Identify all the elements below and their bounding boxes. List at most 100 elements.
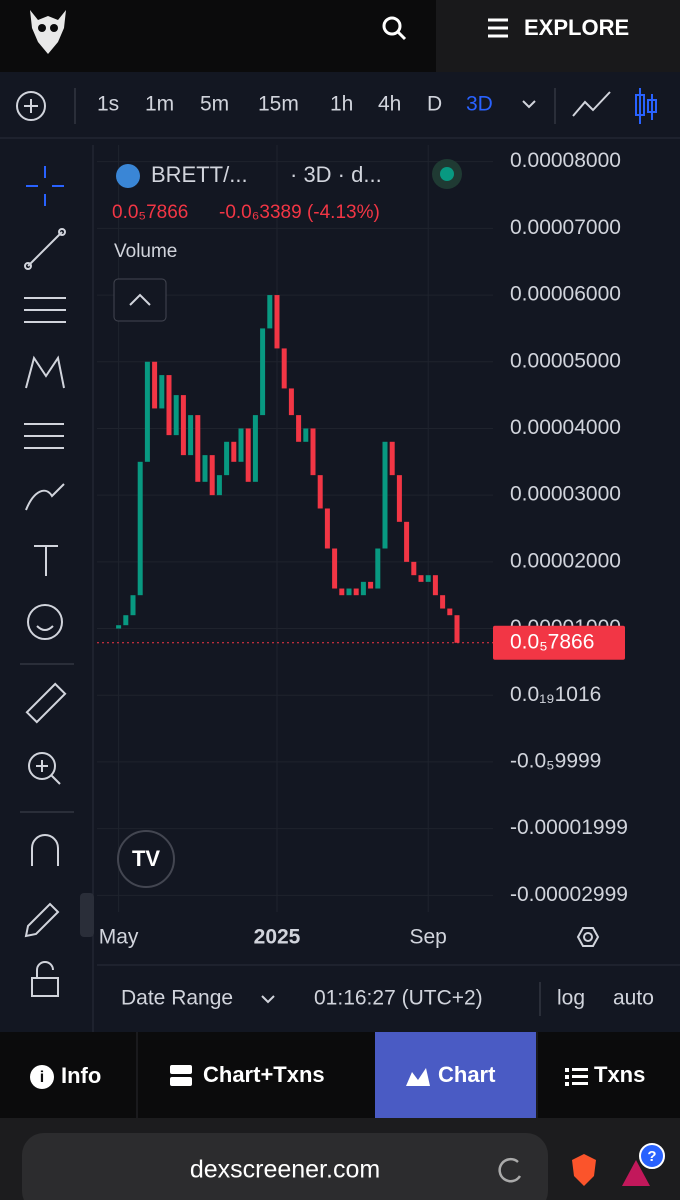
candle-body	[332, 548, 338, 589]
candle-body	[425, 575, 431, 582]
timeframe[interactable]: D	[427, 93, 442, 116]
candle-body	[368, 581, 374, 589]
bat-icon[interactable]	[622, 1160, 650, 1186]
candle-body	[418, 575, 424, 582]
timeframe[interactable]: 1s	[97, 93, 119, 116]
timeframe[interactable]: 5m	[200, 93, 229, 116]
candle-body	[144, 361, 150, 462]
tab[interactable]: Chart+Txns	[203, 1062, 325, 1087]
candle-body	[238, 428, 244, 462]
y-tick-label: -0.00002999	[510, 883, 628, 906]
candle-body	[317, 475, 323, 509]
candle-body	[123, 615, 129, 626]
candle-icon[interactable]	[635, 88, 657, 124]
logo-eye	[38, 24, 46, 32]
candle-body	[202, 455, 208, 482]
timeframe[interactable]: 15m	[258, 93, 299, 116]
candle-body	[260, 328, 266, 416]
candle-body	[360, 581, 366, 596]
tab[interactable]: Chart	[438, 1062, 496, 1087]
collapse-legend[interactable]	[113, 278, 167, 322]
timeframe[interactable]: 4h	[378, 93, 401, 116]
txns-icon	[565, 1068, 588, 1086]
url-field[interactable]	[22, 1133, 548, 1200]
brave-icon[interactable]	[572, 1154, 596, 1186]
candle-body	[324, 508, 330, 549]
tab-active-bg	[375, 1032, 536, 1118]
tradingview-logo[interactable]	[117, 830, 175, 888]
collapse-toolbar[interactable]	[80, 893, 94, 937]
add-icon[interactable]	[16, 91, 46, 121]
pair-name: BRETT/...	[151, 162, 248, 187]
candle-body	[130, 595, 136, 616]
auto-toggle[interactable]: auto	[613, 987, 654, 1010]
x-tick-label: May	[99, 926, 139, 949]
dropdown-icon	[261, 995, 275, 1004]
candle-body	[224, 441, 230, 476]
y-tick-label: -0.0₅9999	[510, 749, 601, 772]
drawing-toolbar	[20, 166, 74, 997]
candle-body	[166, 375, 172, 436]
timeframe[interactable]: 3D	[466, 93, 493, 116]
candle-body	[404, 521, 410, 562]
candle-body	[231, 441, 237, 462]
logo[interactable]	[30, 10, 66, 54]
menu-icon	[488, 18, 508, 38]
chart-txns-icon	[170, 1065, 192, 1086]
candle-body	[188, 415, 194, 456]
candle-body	[281, 348, 287, 389]
candle-body	[180, 395, 186, 456]
x-tick-label: Sep	[410, 926, 447, 949]
candle-body	[375, 548, 381, 589]
log-toggle[interactable]: log	[557, 987, 585, 1010]
dropdown-icon[interactable]	[522, 100, 536, 109]
search-icon[interactable]	[382, 16, 407, 41]
token-icon	[116, 164, 140, 188]
chevron-up	[129, 293, 151, 306]
y-tick-label: 0.00008000	[510, 149, 621, 172]
candle-body	[447, 608, 453, 616]
last-price-badge	[493, 625, 625, 660]
candle-body	[353, 588, 359, 596]
candle-body	[173, 395, 179, 436]
x-tick-label: 2025	[254, 926, 301, 949]
info-glyph: i	[40, 1069, 44, 1086]
price-change: -0.0₆3389 (-4.13%)	[219, 202, 380, 223]
candle-body	[116, 625, 122, 629]
tab[interactable]: Info	[61, 1063, 101, 1088]
y-tick-label: 0.00002000	[510, 549, 621, 572]
help-icon[interactable]	[639, 1143, 665, 1169]
candle-body	[288, 388, 294, 416]
status-dot	[440, 167, 454, 181]
volume-label: Volume	[114, 241, 177, 262]
tab[interactable]: Txns	[594, 1062, 645, 1087]
settings-icon[interactable]	[576, 927, 600, 947]
y-tick-label: 0.0₁₉1016	[510, 683, 601, 706]
help-glyph: ?	[647, 1148, 656, 1165]
reload-icon[interactable]	[498, 1157, 522, 1183]
date-range[interactable]: Date Range	[121, 987, 233, 1010]
candle-body	[454, 615, 460, 643]
candle-body	[216, 475, 222, 496]
interval-info: · 3D · d...	[290, 162, 382, 187]
explore-button[interactable]	[436, 0, 680, 72]
candle-body	[303, 428, 309, 442]
last-price: 0.0₅7866	[112, 202, 188, 223]
candle-body	[159, 375, 165, 409]
candle-body	[411, 561, 417, 576]
candle-body	[396, 475, 402, 522]
candle-body	[245, 428, 251, 482]
timeframe[interactable]: 1h	[330, 93, 353, 116]
timeframe[interactable]: 1m	[145, 93, 174, 116]
candle-body	[209, 455, 215, 496]
candle-body	[389, 441, 395, 476]
candle-body	[346, 588, 352, 596]
candle-body	[274, 295, 280, 349]
price-axis: 0.00008000 0.00007000 0.00006000 0.00005000…	[99, 149, 628, 948]
line-chart-icon[interactable]	[572, 91, 611, 117]
candle-body	[339, 588, 345, 596]
candle-body	[195, 415, 201, 482]
candle-body	[296, 415, 302, 442]
